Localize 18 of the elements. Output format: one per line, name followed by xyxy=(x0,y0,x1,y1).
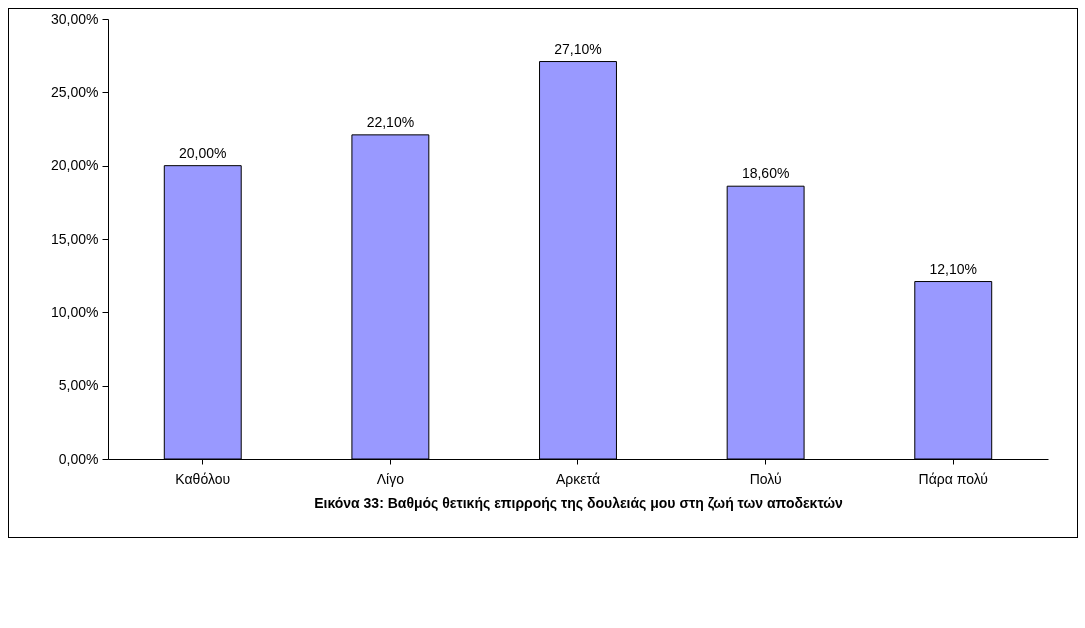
data-label: 18,60% xyxy=(741,165,790,182)
y-tick-label: 30,00% xyxy=(51,10,99,27)
y-tick-label: 5,00% xyxy=(58,377,99,394)
y-tick-label: 25,00% xyxy=(51,83,99,100)
y-tick-label: 10,00% xyxy=(51,303,99,320)
x-tick-label: Καθόλου xyxy=(175,470,231,487)
x-tick-label: Πολύ xyxy=(749,470,782,487)
data-label: 12,10% xyxy=(929,260,977,277)
data-label: 20,00% xyxy=(179,144,227,161)
y-tick-label: 20,00% xyxy=(51,157,99,174)
y-tick-label: 15,00% xyxy=(51,230,99,247)
x-tick-label: Πάρα πολύ xyxy=(918,470,988,487)
x-tick-label: Αρκετά xyxy=(556,470,600,487)
x-tick-label: Λίγο xyxy=(376,470,405,487)
x-axis-title: Εικόνα 33: Βαθμός θετικής επιρροής της δουλειάς μου στη ζωή των αποδεκτών xyxy=(314,494,844,511)
y-tick-label: 0,00% xyxy=(58,450,99,467)
data-label: 27,10% xyxy=(554,40,602,57)
data-label: 22,10% xyxy=(366,113,415,130)
